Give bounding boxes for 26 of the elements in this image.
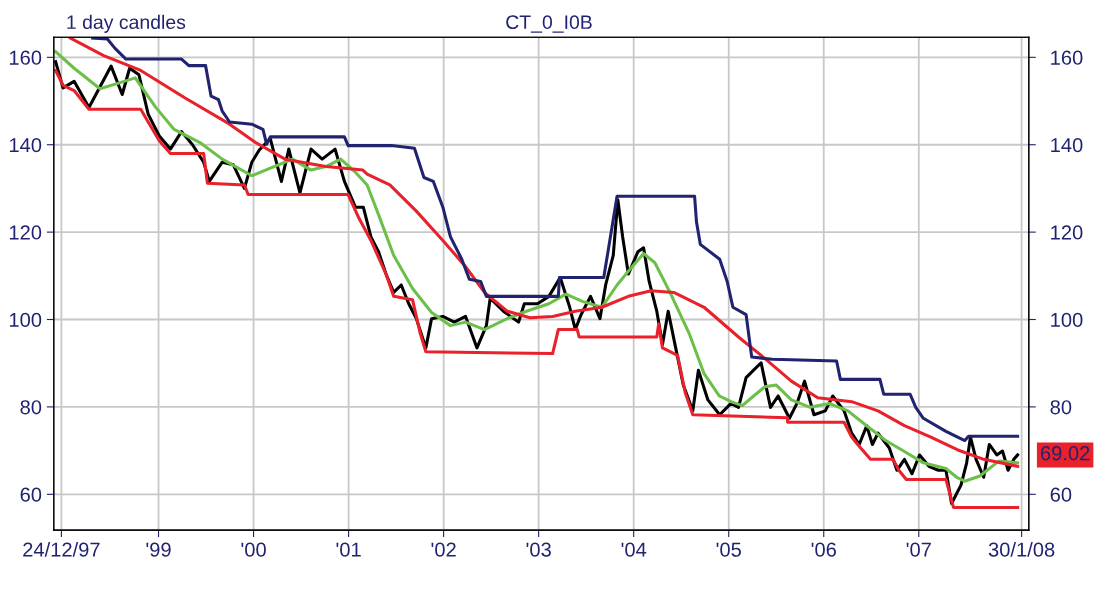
chart-title: 1 day candles (67, 14, 186, 33)
x-tick-label: '03 (526, 542, 551, 557)
x-tick-label: '02 (431, 542, 456, 557)
x-tick-label: '00 (241, 542, 266, 557)
y2-tick-label: 160 (1051, 50, 1083, 65)
x-tick-label: 24/12/97 (23, 541, 100, 557)
y2-tick-label: 140 (1051, 137, 1083, 153)
x-tick-label: '04 (621, 542, 647, 557)
x-tick-label: '07 (906, 542, 931, 557)
x-tick-label: '99 (146, 542, 171, 557)
chart-subtitle: CT_0_I0B (506, 15, 592, 33)
x-tick-label: 30/1/08 (988, 541, 1055, 557)
y-tick-label: 160 (9, 50, 42, 65)
y2-tick-label: 60 (1050, 487, 1072, 502)
x-tick-label: '01 (336, 542, 361, 557)
y2-tick-label: 120 (1051, 225, 1083, 240)
y-tick-label: 100 (9, 312, 42, 328)
y2-tick-label: 100 (1051, 312, 1083, 328)
x-tick-label: '05 (716, 542, 741, 557)
y-tick-label: 120 (9, 225, 42, 240)
y-tick-label: 80 (20, 400, 42, 415)
text: 69.02 (1040, 446, 1090, 461)
y2-tick-label: 80 (1050, 400, 1072, 415)
x-tick-label: '06 (811, 542, 836, 557)
y-tick-label: 60 (20, 487, 42, 502)
y-tick-label: 140 (9, 137, 42, 153)
